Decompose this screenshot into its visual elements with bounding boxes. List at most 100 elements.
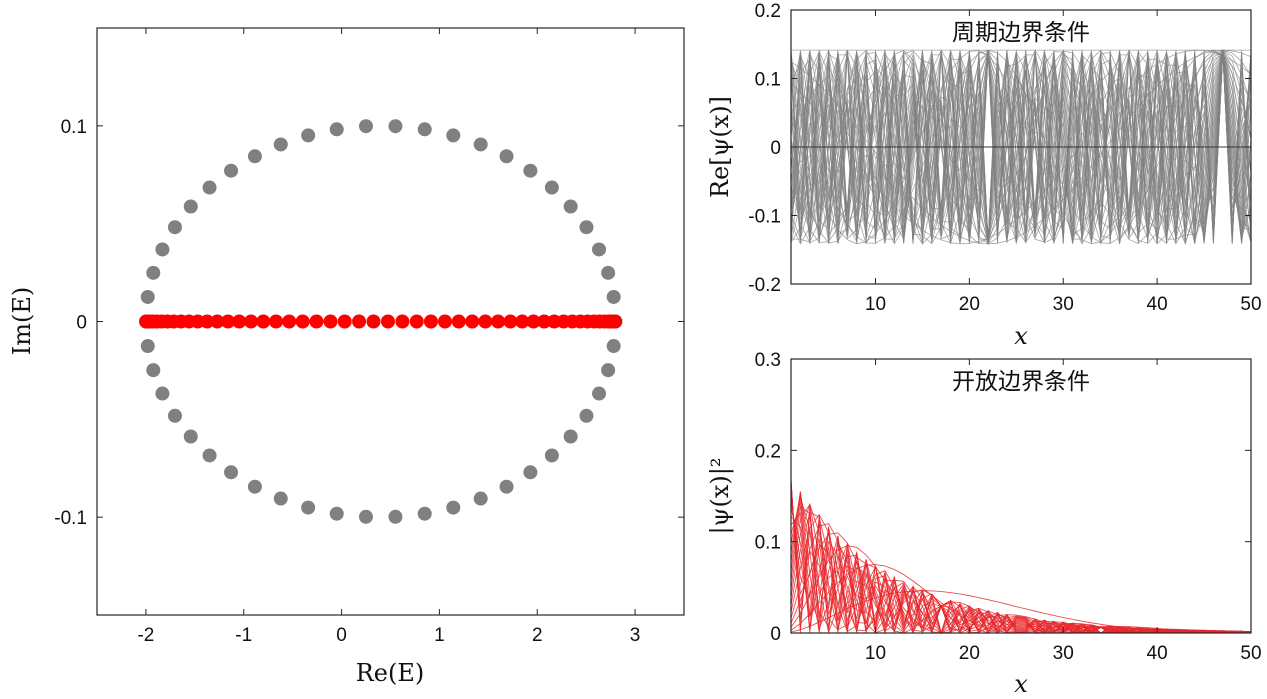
spectrum-gray-point xyxy=(167,408,182,423)
spectrum-gray-point xyxy=(358,509,373,524)
periodic-wavefunctions xyxy=(790,48,1252,246)
spectrum-red-point xyxy=(295,314,310,329)
spectrum-red-point xyxy=(244,314,259,329)
open-ticks: 10 20 30 40 50 0 0.1 0.2 0.3 xyxy=(755,350,1262,664)
spectrum-gray-point xyxy=(417,506,432,521)
open-frame xyxy=(790,358,1252,634)
spectrum-red-point xyxy=(232,314,247,329)
spectrum-xlabel: Re(E) xyxy=(356,659,425,687)
open-xlabel: x xyxy=(1014,670,1028,698)
periodic-mode-line xyxy=(790,52,1252,242)
spectrum-red-point xyxy=(409,314,424,329)
periodic-mode-line xyxy=(790,49,1252,245)
spectrum-gray-point xyxy=(544,448,559,463)
spectrum-red-point xyxy=(309,314,324,329)
spectrum-gray-point xyxy=(601,363,616,378)
spectrum-gray-point xyxy=(329,122,344,137)
periodic-mode-line xyxy=(790,50,1252,244)
periodic-mode-line xyxy=(791,54,1252,240)
open-xtick-label: 20 xyxy=(959,643,980,664)
spectrum-red-point xyxy=(503,314,518,329)
periodic-ytick-label: -0.1 xyxy=(748,207,781,228)
open-panel: 10 20 30 40 50 0 0.1 0.2 0.3 开放边界条件 x |ψ(x)|² xyxy=(706,350,1262,698)
spectrum-gray-point xyxy=(563,199,578,214)
spectrum-xtick-label: -1 xyxy=(235,625,252,646)
spectrum-gray-point xyxy=(146,265,161,280)
spectrum-red-point xyxy=(380,314,395,329)
spectrum-gray-point xyxy=(140,289,155,304)
spectrum-gray-point xyxy=(273,137,288,152)
open-ytick-label: 0.2 xyxy=(755,441,781,462)
spectrum-gray-point xyxy=(579,408,594,423)
open-xtick-label: 10 xyxy=(865,643,886,664)
spectrum-xtick-label: 2 xyxy=(532,625,543,646)
spectrum-xtick-label: 3 xyxy=(630,625,641,646)
spectrum-gray-point xyxy=(579,220,594,235)
open-xtick-label: 40 xyxy=(1147,643,1168,664)
periodic-mode-line xyxy=(790,50,1252,244)
open-mode-line xyxy=(790,590,1251,634)
periodic-xtick-label: 30 xyxy=(1053,294,1074,315)
spectrum-xtick-label: 0 xyxy=(336,625,347,646)
spectrum-red-point xyxy=(139,314,154,329)
spectrum-ticks: -2 -1 0 1 2 3 -0.1 0 0.1 xyxy=(54,28,684,646)
spectrum-gray-point xyxy=(499,479,514,494)
spectrum-gray-point xyxy=(329,506,344,521)
spectrum-gray-point xyxy=(499,149,514,164)
open-mode-line xyxy=(790,492,1252,634)
spectrum-red-point xyxy=(515,314,530,329)
spectrum-gray-point xyxy=(606,339,621,354)
spectrum-gray-point xyxy=(592,242,607,257)
spectrum-gray-point xyxy=(247,149,262,164)
periodic-title: 周期边界条件 xyxy=(952,20,1090,46)
spectrum-gray-point xyxy=(417,122,432,137)
periodic-ytick-label: 0.1 xyxy=(755,70,781,91)
spectrum-gray-point xyxy=(523,163,538,178)
open-xtick-label: 50 xyxy=(1240,643,1261,664)
open-ytick-label: 0.3 xyxy=(755,350,781,371)
spectrum-xtick-label: 1 xyxy=(434,625,445,646)
spectrum-red-point xyxy=(537,314,552,329)
spectrum-red-point xyxy=(395,314,410,329)
periodic-ticks: 10 20 30 40 50 -0.2 -0.1 0 0.1 0.2 xyxy=(748,1,1261,315)
spectrum-gray-point xyxy=(247,479,262,494)
spectrum-gray-point xyxy=(544,180,559,195)
periodic-mode-line xyxy=(790,50,1252,245)
spectrum-gray-point xyxy=(273,491,288,506)
open-ytick-label: 0.1 xyxy=(755,533,781,554)
periodic-mode-line xyxy=(790,49,1252,245)
spectrum-red-point xyxy=(337,314,352,329)
spectrum-gray-point xyxy=(301,500,316,515)
open-ylabel: |ψ(x)|² xyxy=(706,458,735,535)
spectrum-ytick-label: 0.1 xyxy=(61,117,87,138)
spectrum-gray-point xyxy=(592,386,607,401)
periodic-mode-line xyxy=(790,50,1252,244)
spectrum-gray-point xyxy=(167,220,182,235)
spectrum-panel: -2 -1 0 1 2 3 -0.1 0 0.1 Re(E) Im(E) xyxy=(8,27,685,687)
spectrum-gray-point xyxy=(606,289,621,304)
spectrum-gray-point xyxy=(601,265,616,280)
spectrum-red-point xyxy=(478,314,493,329)
open-xtick-label: 30 xyxy=(1053,643,1074,664)
periodic-ytick-label: 0.2 xyxy=(755,1,781,22)
spectrum-red-point xyxy=(282,314,297,329)
periodic-ytick-label: -0.2 xyxy=(748,275,781,296)
spectrum-red-point xyxy=(323,314,338,329)
spectrum-gray-point xyxy=(155,386,170,401)
spectrum-gray-series xyxy=(138,119,623,524)
periodic-mode-line xyxy=(790,49,1252,245)
spectrum-gray-point xyxy=(202,180,217,195)
spectrum-red-point xyxy=(547,314,562,329)
periodic-xtick-label: 20 xyxy=(959,294,980,315)
spectrum-red-point xyxy=(451,314,466,329)
spectrum-gray-point xyxy=(155,242,170,257)
open-ytick-label: 0 xyxy=(770,624,781,645)
spectrum-gray-point xyxy=(563,429,578,444)
spectrum-ytick-label: -0.1 xyxy=(54,508,87,529)
spectrum-red-point xyxy=(526,314,541,329)
spectrum-red-point xyxy=(220,314,235,329)
spectrum-gray-point xyxy=(183,429,198,444)
spectrum-red-point xyxy=(423,314,438,329)
spectrum-gray-point xyxy=(146,363,161,378)
